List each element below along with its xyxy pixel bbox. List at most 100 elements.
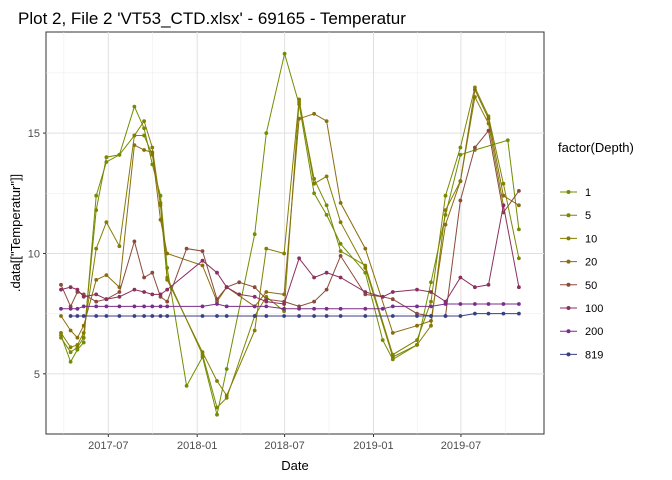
data-point: [215, 314, 219, 318]
x-tick-label: 2019-07: [441, 440, 481, 452]
legend-item-819: 819: [560, 349, 603, 361]
data-point: [338, 254, 343, 258]
data-point: [338, 241, 343, 246]
chart-title: Plot 2, File 2 'VT53_CTD.xlsx' - 69165 -…: [18, 9, 406, 28]
data-point: [429, 319, 433, 323]
data-point: [68, 345, 73, 350]
data-point: [282, 302, 286, 306]
legend-item-1: 1: [560, 187, 591, 199]
data-point: [75, 287, 80, 292]
data-point: [252, 314, 257, 318]
data-point: [104, 273, 109, 277]
data-point: [104, 314, 109, 318]
data-point: [165, 287, 170, 292]
data-point: [132, 239, 137, 244]
data-point: [132, 304, 137, 309]
data-point: [486, 128, 491, 133]
data-point: [252, 304, 257, 309]
data-point: [81, 340, 86, 345]
data-point: [363, 306, 368, 311]
x-axis-ticks: 2017-07 2018-01 2018-07 2019-01 2019-07: [88, 434, 481, 452]
data-point: [132, 133, 137, 138]
data-point: [94, 208, 99, 213]
data-point: [104, 304, 109, 309]
data-point: [517, 189, 521, 193]
data-point: [75, 306, 80, 311]
data-point: [458, 145, 463, 150]
series-line: [60, 205, 520, 305]
data-point: [429, 314, 433, 318]
data-point: [297, 306, 301, 311]
data-point: [390, 314, 395, 318]
data-point: [117, 304, 122, 309]
data-point: [363, 290, 368, 294]
data-point: [264, 299, 269, 304]
data-point: [312, 191, 316, 196]
data-point: [68, 314, 73, 318]
legend-items: 1 5 10 20 50 100 200 819: [560, 187, 603, 361]
legend-key-point: [566, 352, 571, 357]
data-point: [443, 208, 448, 213]
data-point: [363, 314, 368, 318]
data-point: [282, 292, 286, 297]
data-point: [224, 314, 229, 318]
data-point: [443, 193, 448, 198]
data-point: [324, 314, 329, 318]
data-point: [184, 384, 189, 388]
data-point: [458, 152, 463, 157]
grid-lines: [46, 32, 544, 434]
data-point: [68, 306, 73, 311]
data-point: [473, 145, 477, 150]
legend-label: 100: [585, 303, 603, 315]
data-point: [390, 355, 395, 359]
y-tick-label: 15: [28, 128, 40, 140]
data-point: [81, 294, 86, 299]
data-point: [252, 285, 257, 290]
data-point: [215, 405, 219, 410]
legend-key-point: [566, 329, 571, 334]
data-point: [312, 275, 316, 280]
data-point: [81, 314, 86, 318]
data-point: [486, 302, 491, 306]
data-point: [81, 304, 86, 309]
data-point: [324, 306, 329, 311]
data-point: [150, 292, 155, 297]
data-point: [338, 306, 343, 311]
legend-label: 50: [585, 280, 597, 292]
data-point: [443, 222, 448, 227]
data-point: [142, 126, 147, 131]
data-point: [104, 155, 109, 160]
data-point: [200, 263, 205, 268]
data-point: [132, 104, 137, 109]
data-point: [458, 179, 463, 184]
data-point: [282, 251, 286, 256]
y-axis-ticks: 5 10 15: [28, 128, 46, 381]
data-point: [94, 246, 99, 251]
data-point: [142, 314, 147, 318]
data-point: [104, 220, 109, 225]
data-point: [215, 297, 219, 302]
data-point: [142, 133, 147, 138]
data-point: [297, 314, 301, 318]
data-point: [458, 302, 463, 306]
data-point: [363, 266, 368, 270]
data-point: [501, 302, 506, 306]
series-100: [59, 203, 521, 306]
y-tick-label: 5: [34, 369, 40, 381]
legend-item-100: 100: [560, 303, 603, 315]
data-point: [59, 335, 63, 340]
data-point: [200, 304, 205, 309]
data-point: [338, 220, 343, 225]
data-point: [142, 290, 147, 294]
data-point: [338, 314, 343, 318]
data-point: [75, 335, 80, 340]
data-point: [473, 311, 477, 316]
data-point: [297, 97, 301, 102]
data-point: [324, 203, 329, 208]
data-point: [324, 119, 329, 123]
data-point: [224, 367, 229, 371]
data-point: [415, 323, 419, 328]
data-point: [443, 302, 448, 306]
data-point: [165, 314, 170, 318]
